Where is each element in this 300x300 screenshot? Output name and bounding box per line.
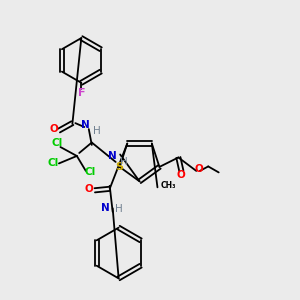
Text: CH₃: CH₃ [161,181,176,190]
Text: O: O [84,184,93,194]
Text: N: N [81,120,90,130]
Text: O: O [177,170,186,180]
Text: O: O [195,164,204,174]
Text: H: H [115,204,122,214]
Text: H: H [93,126,101,136]
Text: N: N [101,203,110,213]
Text: H: H [119,157,127,166]
Text: N: N [108,151,116,161]
Text: Cl: Cl [85,167,96,177]
Text: O: O [49,124,58,134]
Text: Cl: Cl [52,138,63,148]
Text: S: S [115,162,123,172]
Text: Cl: Cl [47,158,58,167]
Text: F: F [78,88,85,98]
